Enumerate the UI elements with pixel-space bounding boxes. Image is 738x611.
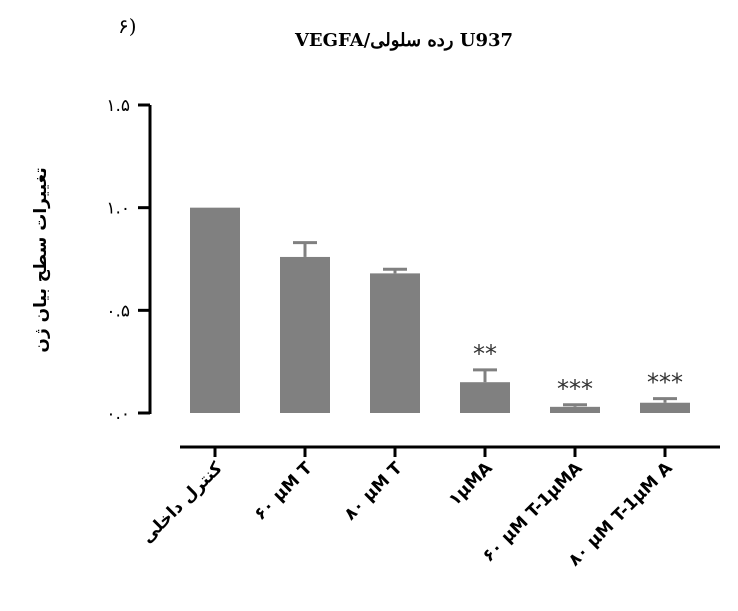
y-axis-label: تغییرات سطح بیان ژن <box>31 167 51 352</box>
y-tick-label: ۱.۵ <box>106 96 130 116</box>
x-category-label: کنترل داخلی <box>137 458 226 547</box>
bar <box>370 273 420 413</box>
bar <box>190 207 240 413</box>
bar <box>640 402 690 413</box>
chart-title: VEGFA/رده سلولی U937 <box>294 30 514 51</box>
significance-label: *** <box>557 375 593 403</box>
panel-label: ۶) <box>118 14 137 38</box>
bar <box>550 406 600 413</box>
bar <box>280 256 330 413</box>
x-category-label: ۶۰ µM T <box>250 458 316 524</box>
significance-label: *** <box>647 369 683 397</box>
bar <box>460 382 510 413</box>
y-tick-label: ۰.۵ <box>106 301 130 321</box>
y-tick-label: ۱.۰ <box>106 199 130 219</box>
significance-label: ** <box>473 340 497 368</box>
x-category-label: ۱µMA <box>445 458 497 510</box>
y-tick-label: ۰.۰ <box>106 404 130 424</box>
x-category-label: ۸۰ µM T <box>340 458 406 524</box>
